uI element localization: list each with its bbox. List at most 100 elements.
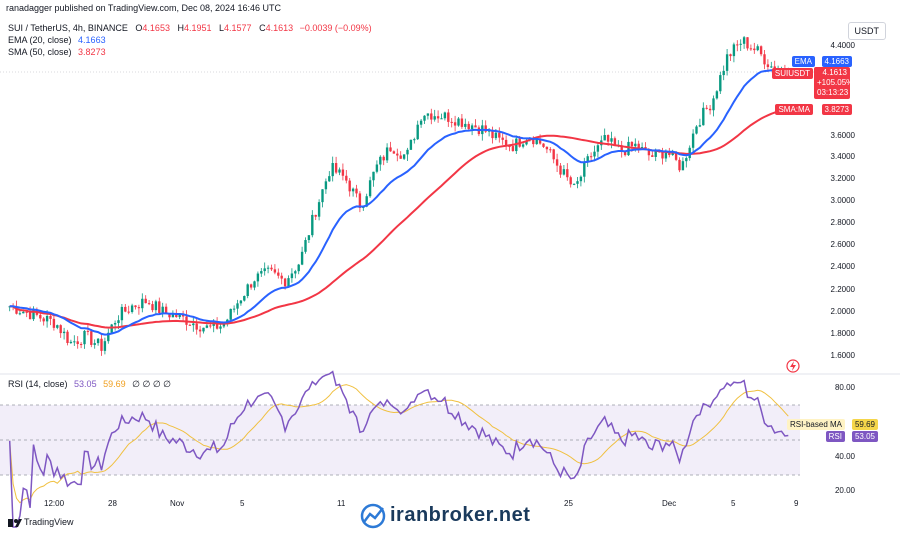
candle-body <box>90 331 93 345</box>
candle-body <box>351 188 355 192</box>
ema-legend[interactable]: EMA (20, close) 4.1663 <box>8 35 106 45</box>
candle-body <box>647 149 651 156</box>
candle-body <box>66 331 69 343</box>
time-label: 5 <box>731 499 736 508</box>
candle-body <box>603 135 606 141</box>
tradingview-brand[interactable]: TradingView <box>24 517 74 527</box>
candle-body <box>586 156 589 163</box>
candle-body <box>263 268 266 272</box>
candle-body <box>664 153 668 159</box>
candle-body <box>300 251 304 265</box>
price-tick: 2.0000 <box>830 307 855 316</box>
candle-body <box>766 64 770 68</box>
candle-body <box>209 325 212 327</box>
price-tick: 3.4000 <box>830 152 855 161</box>
candle-body <box>634 143 637 147</box>
candle-body <box>678 159 681 171</box>
price-tick: 2.8000 <box>830 218 855 227</box>
candle-body <box>52 318 56 328</box>
candle-body <box>719 75 722 92</box>
candle-body <box>467 123 470 130</box>
candle-body <box>96 338 100 344</box>
candle-body <box>375 164 379 172</box>
candle-body <box>474 125 477 128</box>
candle-body <box>508 146 511 148</box>
candle-body <box>236 303 239 309</box>
candle-body <box>365 196 368 207</box>
candle-body <box>134 305 137 308</box>
candle-body <box>552 149 555 160</box>
sma-legend-value: 3.8273 <box>78 47 106 57</box>
candle-body <box>314 214 317 217</box>
candle-body <box>681 161 685 171</box>
low-value: 4.1577 <box>224 23 252 33</box>
high-value: 4.1951 <box>183 23 212 33</box>
candle-body <box>372 171 375 181</box>
candle-body <box>164 306 168 314</box>
candle-body <box>562 169 566 175</box>
candle-body <box>521 144 525 147</box>
publisher-line: ranadagger published on TradingView.com,… <box>6 3 282 13</box>
candle-body <box>297 264 300 272</box>
candle-body <box>171 313 175 318</box>
candle-body <box>538 138 542 144</box>
currency-selector[interactable]: USDT <box>847 22 886 40</box>
candle-body <box>450 121 453 123</box>
rsi-tick: 20.00 <box>834 486 855 495</box>
time-label: 28 <box>108 499 117 508</box>
candle-body <box>168 313 171 318</box>
symbol-tag: SUIUSDT <box>771 68 813 79</box>
candle-body <box>161 306 164 313</box>
candle-body <box>120 306 124 321</box>
candle-body <box>83 330 86 345</box>
candle-body <box>311 214 314 236</box>
candle-body <box>542 143 545 147</box>
time-label: 9 <box>794 499 799 508</box>
candle-body <box>753 48 756 51</box>
candle-body <box>399 155 402 159</box>
last-price-tag: 4.1613 +105.05% 03:13:23 <box>814 67 854 99</box>
candle-body <box>192 323 195 326</box>
rsi-ma-tag: RSI-based MA <box>786 419 845 430</box>
close-value: 4.1613 <box>265 23 294 33</box>
candle-body <box>732 44 736 57</box>
sma-legend[interactable]: SMA (50, close) 3.8273 <box>8 47 106 57</box>
candle-body <box>338 169 341 173</box>
ema-tag: EMA <box>791 56 815 67</box>
price-tick: 2.4000 <box>830 262 855 271</box>
time-label: 12:00 <box>44 499 65 508</box>
candle-body <box>117 320 120 324</box>
candle-body <box>73 341 76 343</box>
candle-body <box>144 298 147 304</box>
candle-body <box>389 147 392 152</box>
change-pct: +105.05% <box>817 78 854 87</box>
time-label: 5 <box>240 499 245 508</box>
candle-body <box>419 120 423 125</box>
candle-body <box>178 313 181 318</box>
candle-body <box>644 147 647 150</box>
candle-body <box>464 123 467 127</box>
candle-body <box>430 113 433 120</box>
candle-body <box>45 316 49 322</box>
candle-body <box>426 113 430 116</box>
candle-body <box>674 151 678 160</box>
rsi-extra: ∅ ∅ ∅ ∅ <box>132 379 172 389</box>
candle-body <box>382 156 385 161</box>
candle-body <box>59 325 62 334</box>
candle-body <box>127 311 130 313</box>
candle-body <box>583 162 586 177</box>
candle-body <box>154 301 158 311</box>
candle-body <box>341 169 345 176</box>
candle-body <box>708 108 712 111</box>
candle-body <box>147 303 151 305</box>
candle-body <box>770 66 773 68</box>
candle-body <box>494 132 498 139</box>
candle-body <box>630 141 634 147</box>
candle-body <box>756 46 759 51</box>
candle-body <box>453 122 457 126</box>
candle-body <box>334 163 338 173</box>
candle-body <box>569 177 572 185</box>
rsi-legend[interactable]: RSI (14, close) 53.05 59.69 ∅ ∅ ∅ ∅ <box>8 379 171 390</box>
price-tick: 3.6000 <box>830 131 855 140</box>
